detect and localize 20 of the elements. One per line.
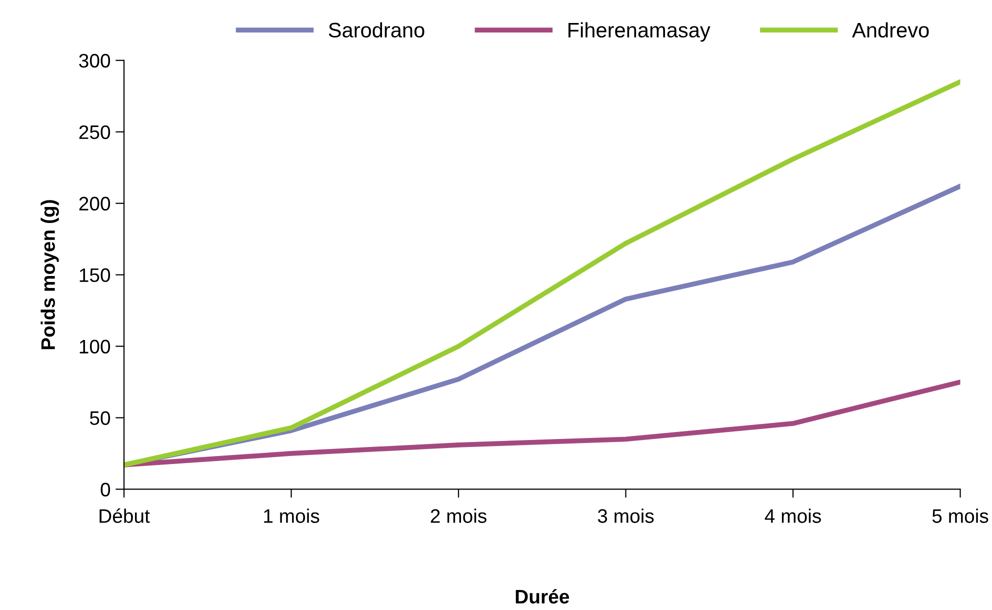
x-axis-title: Durée <box>516 589 570 604</box>
x-tick-label: 1 mois <box>264 508 320 523</box>
line-series <box>124 79 960 468</box>
x-tick-label: 2 mois <box>430 508 486 523</box>
y-tick-label: 0 <box>100 482 110 496</box>
y-axis-title: Poids moyen (g) <box>40 200 59 350</box>
legend-label: Fiherenamasay <box>568 22 710 42</box>
x-tick-label: 4 mois <box>764 508 821 523</box>
y-tick-label: 300 <box>79 54 110 68</box>
x-tick-label: Début <box>100 508 150 523</box>
line-series <box>124 380 960 468</box>
y-tick-label: 100 <box>80 340 110 354</box>
legend-label: Andrevo <box>852 22 929 38</box>
x-tick-label: 5 mois <box>932 508 988 523</box>
y-tick-label: 200 <box>79 196 110 211</box>
y-tick-label: 150 <box>80 268 110 282</box>
y-tick-label: 50 <box>90 411 110 425</box>
y-tick-label: 250 <box>79 125 110 140</box>
legend-label: Sarodrano <box>328 22 424 38</box>
x-tick-label: 3 mois <box>598 508 654 523</box>
